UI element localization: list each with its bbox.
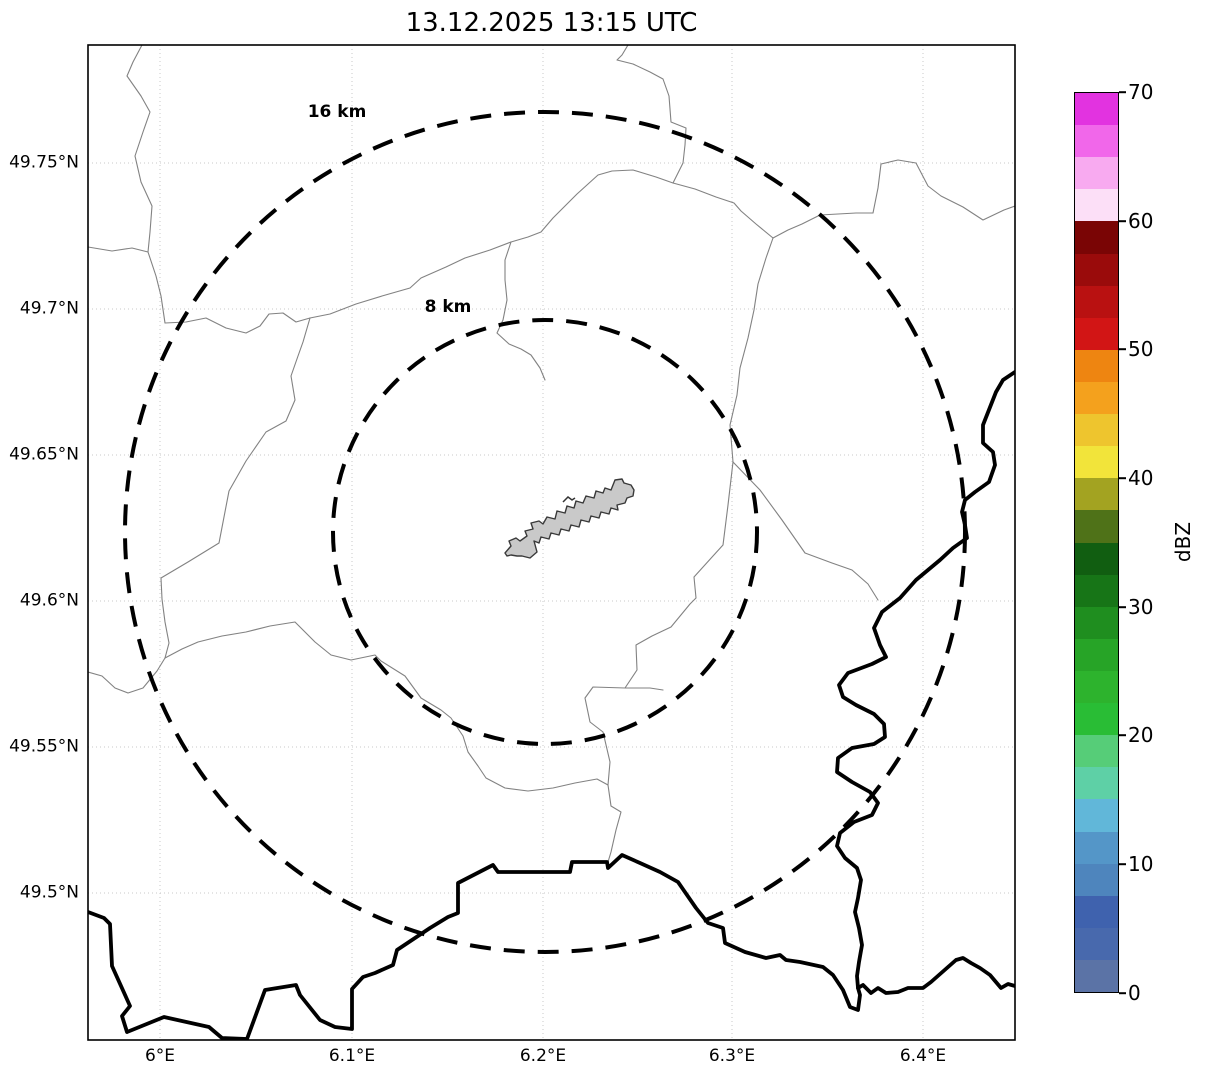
colorbar-segment [1075, 959, 1118, 993]
colorbar-tick-label: 60 [1128, 209, 1154, 233]
colorbar-segment [1075, 510, 1118, 543]
colorbar-tick-label: 70 [1128, 80, 1154, 104]
plot-frame [87, 44, 1016, 1041]
colorbar-tick-mark [1119, 863, 1126, 865]
range-ring-label-8km: 8 km [424, 297, 472, 317]
range-ring-circles [123, 110, 967, 954]
colorbar-segment [1075, 93, 1118, 126]
colorbar-tick-label: 10 [1128, 852, 1154, 876]
x-axis-tick-label: 6.3°E [708, 1046, 756, 1066]
colorbar-segment [1075, 317, 1118, 350]
colorbar-segment [1075, 253, 1118, 286]
colorbar-segment [1075, 221, 1118, 254]
airport-area-polygon [504, 478, 635, 559]
colorbar-segment [1075, 446, 1118, 479]
y-axis-tick-label: 49.55°N [9, 736, 79, 757]
colorbar-segment [1075, 574, 1118, 607]
y-axis-tick-label: 49.5°N [19, 882, 79, 903]
colorbar-segment [1075, 285, 1118, 318]
colorbar-segment [1075, 927, 1118, 960]
colorbar-segment [1075, 703, 1118, 736]
country-border-lines [88, 370, 1015, 1040]
range-ring-16km [123, 110, 967, 954]
y-axis-tick-label: 49.6°N [19, 590, 79, 611]
y-axis-tick-label: 49.75°N [9, 152, 79, 173]
y-axis-tick-label: 49.65°N [9, 444, 79, 465]
x-axis-tick-label: 6°E [144, 1046, 176, 1066]
page-title: 13.12.2025 13:15 UTC [405, 8, 698, 38]
x-axis-tick-label: 6.2°E [519, 1046, 567, 1066]
colorbar-tick-mark [1119, 91, 1126, 93]
colorbar-tick-label: 40 [1128, 466, 1154, 490]
airport-detail-mark [562, 496, 576, 503]
plot-area [88, 45, 1015, 1040]
range-ring-8km [331, 318, 759, 746]
colorbar-tick-label: 0 [1128, 981, 1141, 1005]
range-ring-label-16km: 16 km [307, 102, 367, 122]
colorbar-tick-mark [1119, 348, 1126, 350]
colorbar-tick-label: 50 [1128, 337, 1154, 361]
colorbar-segment [1075, 670, 1118, 704]
colorbar-segment [1075, 414, 1118, 447]
colorbar-segment [1075, 767, 1118, 800]
colorbar-segment [1075, 157, 1118, 190]
colorbar-segment [1075, 895, 1118, 928]
colorbar-tick-mark [1119, 734, 1126, 736]
colorbar-segment [1075, 542, 1118, 575]
colorbar [1074, 92, 1119, 993]
colorbar-segment [1075, 606, 1118, 639]
colorbar-tick-label: 20 [1128, 723, 1154, 747]
colorbar-tick-label: 30 [1128, 595, 1154, 619]
y-axis-tick-label: 49.7°N [19, 298, 79, 319]
colorbar-segment [1075, 735, 1118, 768]
colorbar-axis-label: dBZ [1171, 521, 1195, 563]
colorbar-tick-mark [1119, 477, 1126, 479]
colorbar-segment [1075, 638, 1118, 671]
x-axis-tick-label: 6.4°E [899, 1046, 947, 1066]
colorbar-segment [1075, 863, 1118, 896]
colorbar-tick-mark [1119, 606, 1126, 608]
colorbar-segment [1075, 799, 1118, 832]
admin-boundary-lines [88, 45, 1015, 863]
colorbar-tick-mark [1119, 992, 1126, 994]
colorbar-segment [1075, 478, 1118, 511]
colorbar-segment [1075, 381, 1118, 415]
colorbar-segment [1075, 189, 1118, 222]
colorbar-segment [1075, 125, 1118, 158]
colorbar-segment [1075, 831, 1118, 864]
colorbar-segment [1075, 349, 1118, 382]
x-axis-tick-label: 6.1°E [328, 1046, 376, 1066]
colorbar-tick-mark [1119, 220, 1126, 222]
